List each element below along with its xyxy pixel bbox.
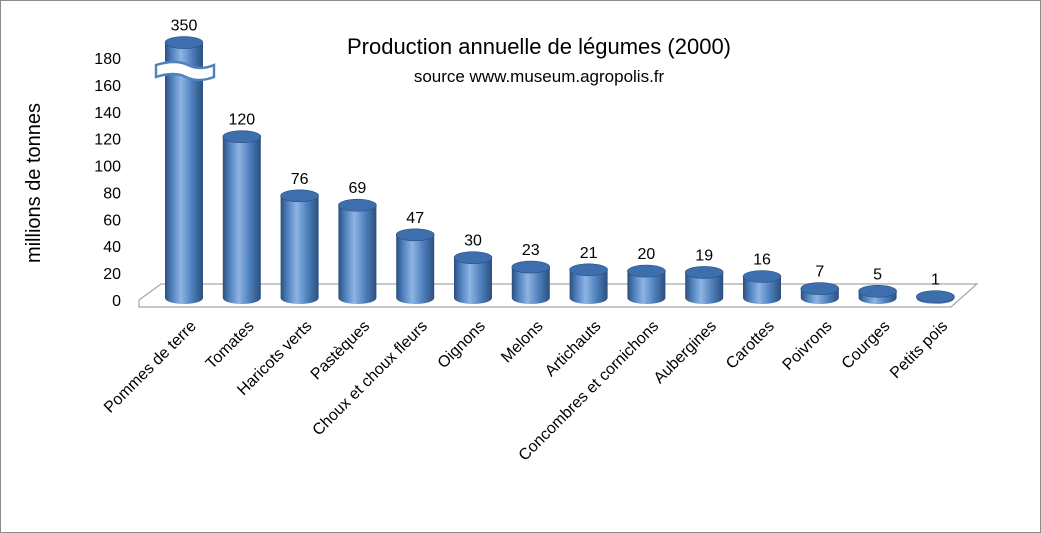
y-tick-label: 40 [103,239,121,256]
bar-artichauts [569,263,608,304]
bar-choux-et-choux-fleurs [395,228,435,304]
category-label: Aubergines [651,318,720,387]
bar-top [395,228,435,242]
chart-title: Production annuelle de légumes (2000) [347,34,731,59]
axis-break-marker [154,60,216,82]
bar-body [511,267,550,304]
bar-body [454,257,492,304]
bar-pommes-de-terre [154,36,216,305]
bar-top [280,189,319,203]
y-tick-label: 120 [94,132,121,149]
bar-body [627,271,666,304]
bar-top [742,270,782,283]
y-tick-label: 0 [112,293,121,310]
bar-tomates [222,130,262,304]
bar-top [684,266,724,279]
data-label: 23 [522,242,540,259]
category-label: Pommes de terre [101,318,200,417]
bar-top [164,36,204,49]
bar-top [627,264,666,278]
data-label: 1 [931,272,940,289]
bar-courges [858,284,897,304]
data-label: 350 [171,18,198,35]
chart-floor [138,283,979,308]
data-label: 120 [228,112,255,129]
data-label: 47 [406,210,424,227]
bar-petits-pois [916,290,955,304]
y-tick-label: 80 [103,185,121,202]
category-label: Artichauts [542,318,604,380]
bar-body [338,205,377,304]
data-label: 7 [815,264,824,281]
bar-top [858,284,897,298]
y-tick-label: 100 [94,159,121,176]
bar-oignons [453,251,493,304]
data-label: 30 [464,233,482,250]
category-label: Oignons [435,318,489,372]
category-label: Choux et choux fleurs [310,318,431,439]
bar-poivrons [800,282,840,304]
bar-body [280,195,319,304]
bar-body [743,276,781,304]
y-tick-label: 160 [94,78,121,95]
bar-top [338,198,377,212]
bar-melons [511,260,551,304]
bar-concombres-et-cornichons [627,264,666,304]
bar-top [916,290,955,303]
y-tick-label: 180 [94,51,121,68]
bar-top [800,282,840,295]
bar-haricots-verts [280,189,319,304]
category-label: Carottes [723,318,778,373]
data-label: 5 [873,266,882,283]
bar-past-ques [338,198,377,304]
data-label: 21 [580,245,598,262]
y-axis-title: millions de tonnes [23,103,45,263]
data-label: 76 [291,171,309,188]
bar-top [511,260,551,274]
category-label: Tomates [203,318,258,373]
data-label: 19 [695,247,713,264]
y-tick-label: 140 [94,105,121,122]
bar-top [453,251,493,264]
data-label: 16 [753,251,771,268]
y-tick-label: 60 [103,212,121,229]
chart-subtitle: source www.museum.agropolis.fr [414,67,665,86]
data-label: 20 [638,246,656,263]
y-tick-label: 20 [103,266,121,283]
category-label: Melons [498,318,546,366]
bar-body [396,234,435,304]
bar-carottes [742,270,782,304]
bar-aubergines [684,266,724,304]
category-label: Courges [839,318,894,373]
bar-top [569,263,608,277]
bar-body [165,42,203,305]
bar-body [685,272,724,304]
data-label: 69 [349,180,367,197]
category-label: Poivrons [780,318,836,374]
bar-top [222,130,262,143]
category-label: Petits pois [887,318,951,382]
bar-body [569,269,608,304]
bar-body [222,136,261,304]
